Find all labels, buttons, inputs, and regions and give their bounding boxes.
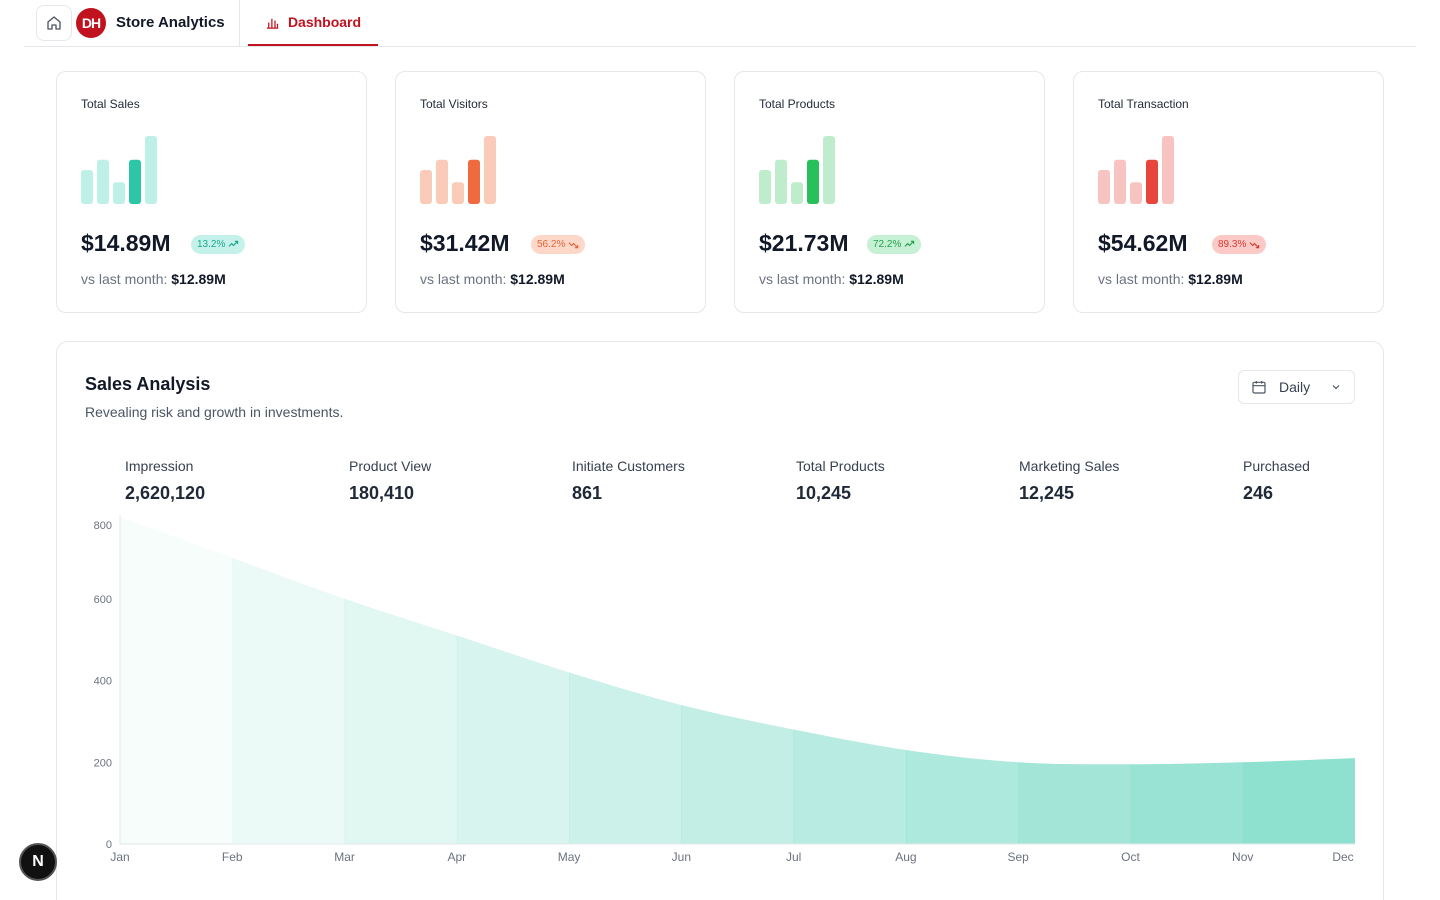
stat-label: Marketing Sales [1019, 458, 1120, 474]
stat-label: Purchased [1243, 458, 1310, 474]
vs-last-month: vs last month: $12.89M [81, 271, 226, 287]
change-value: 56.2% [537, 239, 566, 250]
mini-bar [452, 182, 464, 204]
mini-bar [113, 182, 125, 204]
kpi-value: $31.42M [420, 230, 510, 256]
mini-bar [1114, 159, 1126, 204]
mini-bar [81, 170, 93, 204]
vs-value: $12.89M [849, 271, 904, 287]
kpi-card: Total Transaction $54.62M 89.3% vs last mon… [1073, 71, 1384, 313]
mini-bar [129, 159, 141, 204]
tab-label: Dashboard [287, 14, 362, 30]
chevron-down-icon [1332, 385, 1340, 390]
kpi-title: Total Transaction [1098, 97, 1189, 111]
kpi-card: Total Products $21.73M 72.2% vs last month:… [734, 71, 1045, 313]
mini-bar [145, 136, 157, 204]
vs-value: $12.89M [510, 271, 565, 287]
calendar-icon [1252, 381, 1266, 394]
stat-item: Marketing Sales 12,245 [1019, 458, 1119, 504]
stat-item: Total Products 10,245 [796, 458, 885, 504]
bar-chart-icon [266, 18, 279, 29]
panel-subtitle: Revealing risk and growth in investments… [85, 404, 344, 420]
home-button[interactable] [36, 5, 72, 41]
period-value: Daily [1279, 379, 1311, 395]
logo: DH [76, 8, 106, 38]
mini-bar-chart [1098, 136, 1174, 204]
panel-title: Sales Analysis [85, 374, 211, 394]
kpi-title: Total Visitors [420, 97, 488, 111]
header-divider [239, 0, 240, 46]
vs-value: $12.89M [171, 271, 226, 287]
app-title: Store Analytics [116, 14, 225, 31]
stat-item: Purchased 246 [1243, 458, 1310, 504]
change-value: 89.3% [1218, 239, 1247, 250]
stat-label: Total Products [796, 458, 885, 474]
change-badge: 89.3% [1212, 235, 1267, 254]
period-select[interactable]: Daily [1238, 370, 1355, 404]
mini-bar [823, 136, 835, 204]
vs-label: vs last month: [420, 271, 507, 287]
mini-bar [1162, 136, 1174, 204]
kpi-card: Total Sales $14.89M 13.2% vs last month: $1… [56, 71, 367, 313]
change-badge: 72.2% [867, 235, 922, 254]
kpi-value: $54.62M [1098, 230, 1188, 256]
mini-bar-chart [81, 136, 157, 204]
kpi-value: $14.89M [81, 230, 171, 256]
dev-badge[interactable]: N [19, 843, 57, 881]
mini-bar-chart [759, 136, 835, 204]
kpi-title: Total Products [759, 97, 836, 111]
mini-bar [775, 159, 787, 204]
kpi-title: Total Sales [81, 97, 140, 111]
stat-label: Initiate Customers [572, 458, 685, 474]
mini-bar-chart [420, 136, 496, 204]
mini-bar [468, 159, 480, 204]
kpi-card: Total Visitors $31.42M 56.2% vs last month:… [395, 71, 706, 313]
trend-up-icon [904, 240, 915, 247]
tab-dashboard[interactable]: Dashboard [248, 0, 378, 46]
stat-value: 180,410 [349, 483, 415, 503]
trend-down-icon [1249, 242, 1260, 249]
trend-up-icon [228, 240, 239, 247]
vs-last-month: vs last month: $12.89M [1098, 271, 1243, 287]
stat-value: 12,245 [1019, 483, 1075, 503]
mini-bar [759, 170, 771, 204]
stat-label: Impression [125, 458, 194, 474]
mini-bar [1146, 159, 1158, 204]
change-badge: 13.2% [191, 235, 246, 254]
vs-label: vs last month: [759, 271, 846, 287]
vs-last-month: vs last month: $12.89M [759, 271, 904, 287]
mini-bar [484, 136, 496, 204]
stat-value: 246 [1243, 483, 1274, 503]
trend-down-icon [568, 242, 579, 249]
vs-label: vs last month: [81, 271, 168, 287]
stat-value: 2,620,120 [125, 483, 206, 503]
mini-bar [1130, 182, 1142, 204]
home-icon [47, 16, 61, 30]
stat-item: Product View 180,410 [349, 458, 431, 504]
mini-bar [436, 159, 448, 204]
vs-value: $12.89M [1188, 271, 1243, 287]
stat-item: Impression 2,620,120 [125, 458, 205, 504]
top-bar: DH Store Analytics Dashboard [24, 0, 1416, 47]
change-value: 13.2% [197, 239, 226, 250]
stat-label: Product View [349, 458, 432, 474]
mini-bar [97, 159, 109, 204]
mini-bar [1098, 170, 1110, 204]
kpi-value: $21.73M [759, 230, 849, 256]
change-value: 72.2% [873, 239, 902, 250]
sales-analysis-panel: Sales Analysis Revealing risk and growth… [56, 341, 1384, 900]
mini-bar [807, 159, 819, 204]
stat-value: 861 [572, 483, 603, 503]
mini-bar [420, 170, 432, 204]
vs-label: vs last month: [1098, 271, 1185, 287]
stat-value: 10,245 [796, 483, 852, 503]
change-badge: 56.2% [531, 235, 586, 254]
vs-last-month: vs last month: $12.89M [420, 271, 565, 287]
mini-bar [791, 182, 803, 204]
stat-item: Initiate Customers 861 [572, 458, 685, 504]
